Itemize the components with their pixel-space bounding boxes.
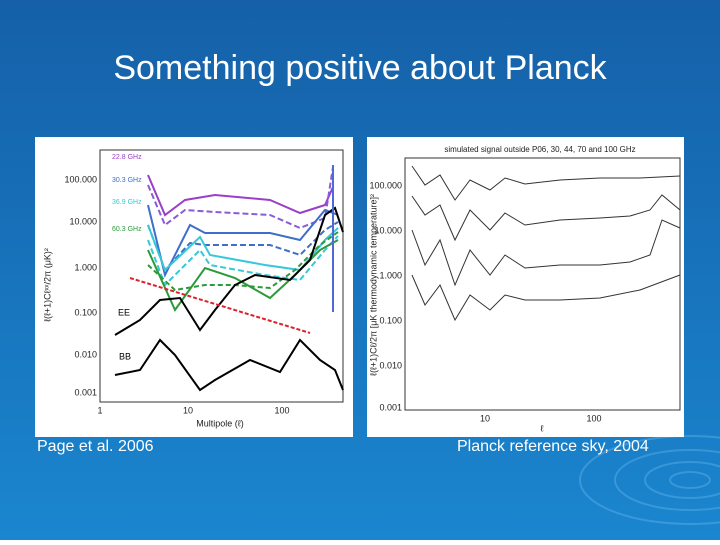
plot-frame: [99, 149, 344, 403]
figure-caption: Planck reference sky, 2004: [457, 438, 649, 455]
x-tick-label: 10: [480, 413, 490, 423]
curves: [411, 165, 681, 322]
y-tick-label: 0.100: [379, 315, 402, 325]
y-axis-label: ℓ(ℓ+1)Cℓ/2π [μK thermodynamic temperatur…: [368, 194, 378, 376]
plot-title: simulated signal outside P06, 30, 44, 70…: [444, 145, 635, 154]
y-axis-label: ℓ(ℓ+1)Cℓˣˣ/2π (μK)²: [42, 248, 52, 322]
x-axis-label: ℓ: [541, 423, 545, 433]
legend-label: 30.3 GHz: [112, 177, 142, 184]
y-tick-label: 0.010: [74, 349, 97, 359]
x-tick-label: 10: [183, 405, 193, 415]
y-tick-label: 0.100: [74, 307, 97, 317]
ripples: [579, 435, 720, 525]
y-tick-label: 1.000: [74, 262, 97, 272]
legend-label: 60.3 GHz: [112, 226, 142, 233]
curves: [114, 165, 344, 392]
y-tick-label: 10.000: [374, 225, 402, 235]
y-tick-label: 100.000: [369, 180, 402, 190]
x-tick-label: 100: [274, 405, 289, 415]
right-figure: simulated signal outside P06, 30, 44, 70…: [367, 137, 684, 437]
x-axis-label: Multipole (ℓ): [196, 418, 243, 428]
legend-label: 22.8 GHz: [112, 154, 142, 161]
y-tick-label: 1.000: [379, 270, 402, 280]
legend-label: 36.9 GHz: [112, 199, 142, 206]
plot-frame: [404, 157, 681, 411]
y-tick-label: 0.010: [379, 360, 402, 370]
figure-panel: [367, 137, 684, 437]
y-tick-label: 0.001: [379, 402, 402, 412]
curve-label: EE: [118, 307, 130, 317]
left-figure: 100.000 10.000 1.000 0.100 0.010 0.001 1…: [35, 137, 353, 437]
slide-title: Something positive about Planck: [113, 49, 607, 87]
x-tick-label: 100: [586, 413, 601, 423]
y-tick-label: 10.000: [69, 216, 97, 226]
figure-caption: Page et al. 2006: [37, 438, 154, 455]
y-tick-label: 0.001: [74, 387, 97, 397]
curve-label: BB: [119, 351, 131, 361]
y-tick-label: 100.000: [64, 174, 97, 184]
x-tick-label: 1: [97, 405, 102, 415]
